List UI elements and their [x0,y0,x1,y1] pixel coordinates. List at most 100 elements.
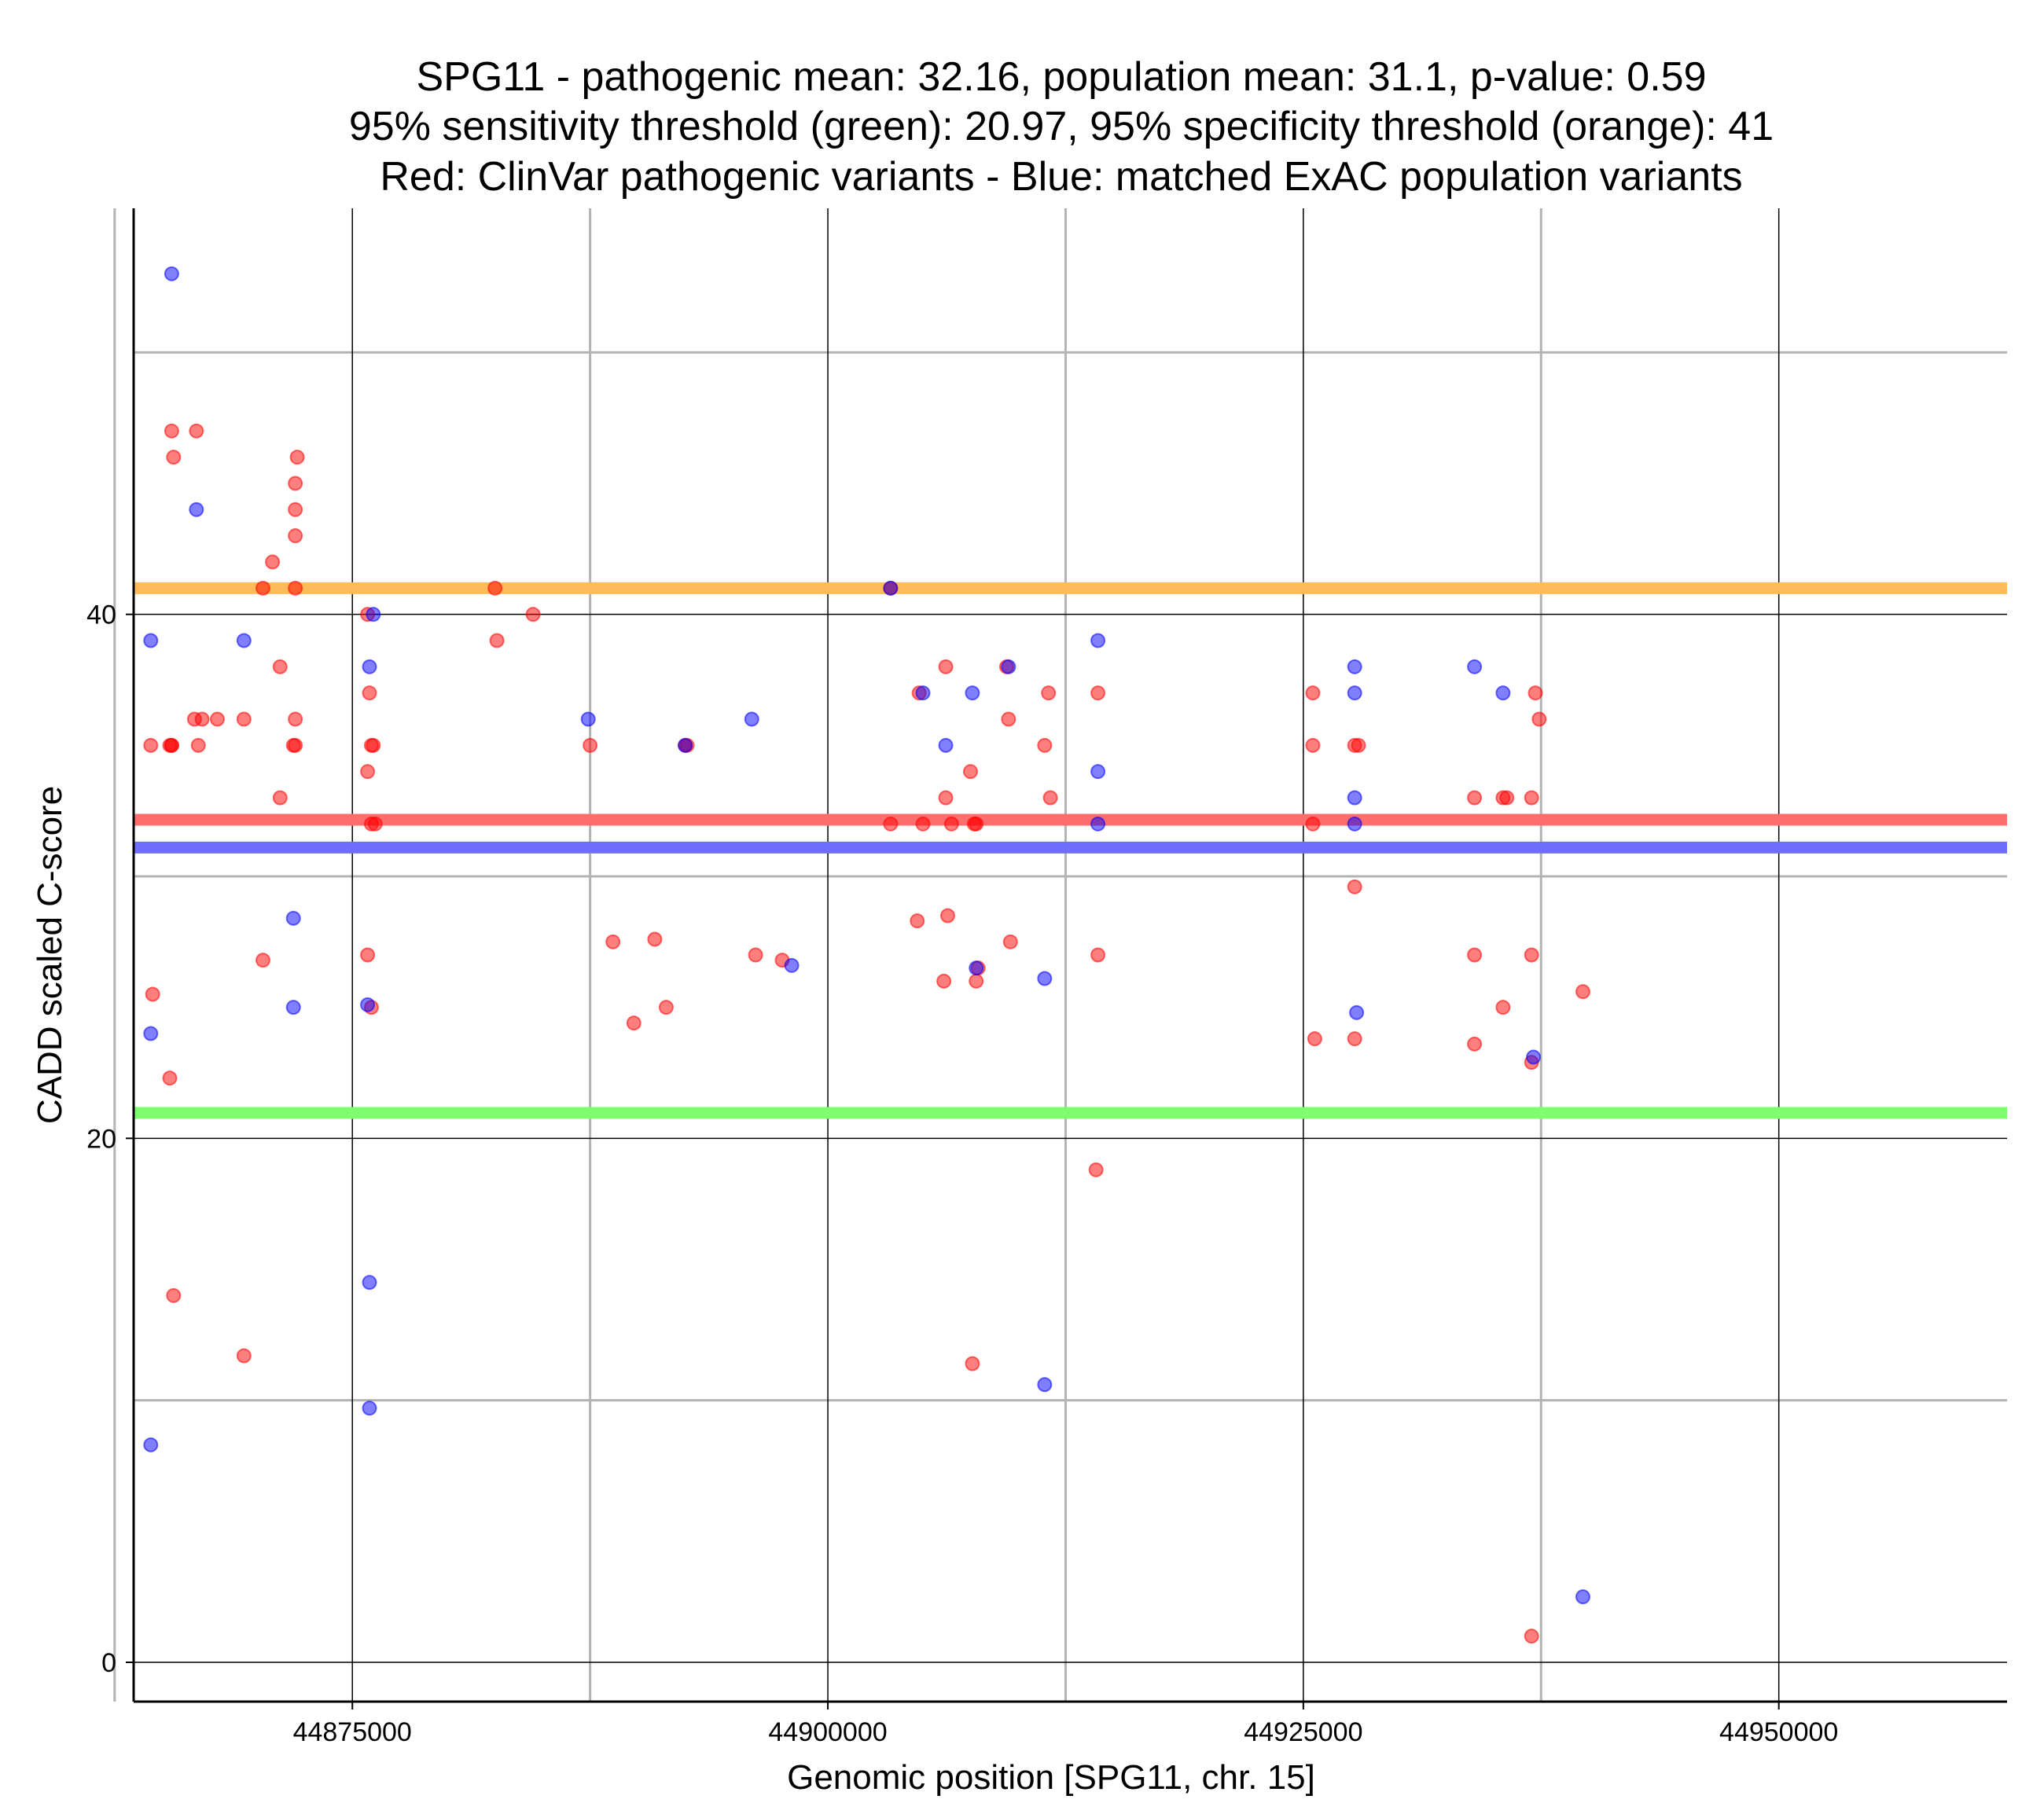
pathogenic-point [943,816,959,832]
pathogenic-point [236,711,252,727]
pathogenic-point [272,659,288,674]
pathogenic-point [1090,685,1106,701]
population-point [1347,659,1362,674]
pathogenic-point [1495,1000,1511,1015]
pathogenic-point [658,1000,674,1015]
x-tick-label: 44900000 [768,1717,887,1747]
pathogenic-point [626,1015,642,1031]
pathogenic-point [1307,1031,1322,1047]
pathogenic-point [143,737,159,753]
population-point [580,711,596,727]
population-point [143,1026,159,1041]
pathogenic-point [525,607,541,622]
population-point [360,997,376,1012]
population-point [143,633,159,648]
y-axis-title: CADD scaled C-score [31,786,69,1124]
pathogenic-point [166,450,182,465]
pathogenic-point [883,816,899,832]
population-point [1037,971,1053,986]
pathogenic-point [1042,790,1058,806]
population-point [1526,1049,1542,1065]
pathogenic-point [209,711,225,727]
pathogenic-point [1467,1036,1483,1052]
title-line-1: SPG11 - pathogenic mean: 32.16, populati… [416,54,1706,100]
pathogenic-point [748,947,763,963]
pathogenic-point [164,423,179,439]
population-point [1001,659,1016,674]
chart-title: SPG11 - pathogenic mean: 32.16, populati… [349,54,1774,200]
pathogenic-point [190,737,206,753]
population-point [1347,816,1362,832]
pathogenic-point [362,685,377,701]
population-point [285,1000,301,1015]
population-point [189,501,204,517]
pathogenic-point [939,908,955,924]
pathogenic-point [1527,685,1543,701]
pathogenic-point [966,816,982,832]
x-axis-title: Genomic position [SPG11, chr. 15] [787,1758,1315,1797]
pathogenic-point [1467,790,1483,806]
population-point [362,1401,377,1416]
pathogenic-point [1037,737,1053,753]
pathogenic-point [285,737,301,753]
x-tick-label: 44875000 [293,1717,412,1747]
pathogenic-point [915,816,931,832]
population-point [164,266,179,281]
pathogenic-point [969,973,984,989]
pathogenic-point [166,1287,182,1303]
pathogenic-point [366,737,381,753]
pathogenic-point [288,528,303,544]
pathogenic-point [1347,1031,1362,1047]
pathogenic-point [583,737,598,753]
reference-lines [134,582,2007,1119]
population-point [1349,1004,1365,1020]
y-tick-label: 40 [86,600,116,630]
population-point [236,633,252,648]
pathogenic-point [489,633,505,648]
pathogenic-series [143,423,1590,1644]
population-point [1575,1589,1590,1605]
pathogenic-point [962,764,978,780]
population-point [1090,816,1106,832]
pathogenic-point [936,973,952,989]
population-point [1495,685,1511,701]
population-point [1090,764,1106,780]
pathogenic-point [1088,1162,1104,1177]
pathogenic-point [1305,685,1321,701]
pathogenic-point [1002,934,1018,949]
pathogenic-point [938,659,954,674]
pathogenic-point [256,953,271,968]
pathogenic-point [194,711,210,727]
pathogenic-point [1499,790,1515,806]
population-point [915,685,931,701]
population-point [1090,633,1106,648]
pathogenic-point [1531,711,1547,727]
population-point [1347,685,1362,701]
population-point [366,607,381,622]
pathogenic-point [1575,984,1590,1000]
y-tick-label: 0 [101,1648,116,1678]
pathogenic-point [288,501,303,517]
pathogenic-point [189,423,204,439]
population-point [1467,659,1483,674]
pathogenic-point [1524,947,1539,963]
pathogenic-point [1524,1629,1539,1644]
population-point [362,659,377,674]
pathogenic-point [965,1356,980,1372]
pathogenic-point [487,580,503,596]
population-point [143,1437,159,1452]
pathogenic-point [288,711,303,727]
pathogenic-point [1001,711,1016,727]
pathogenic-point [1524,790,1539,806]
pathogenic-point [1351,737,1366,753]
pathogenic-point [265,554,281,570]
population-point [362,1275,377,1291]
population-series [143,266,1590,1605]
population-point [883,580,899,596]
pathogenic-point [367,816,383,832]
title-line-3: Red: ClinVar pathogenic variants - Blue:… [380,154,1742,200]
data-points [143,266,1590,1644]
pathogenic-point [272,790,288,806]
pathogenic-point [145,986,160,1002]
